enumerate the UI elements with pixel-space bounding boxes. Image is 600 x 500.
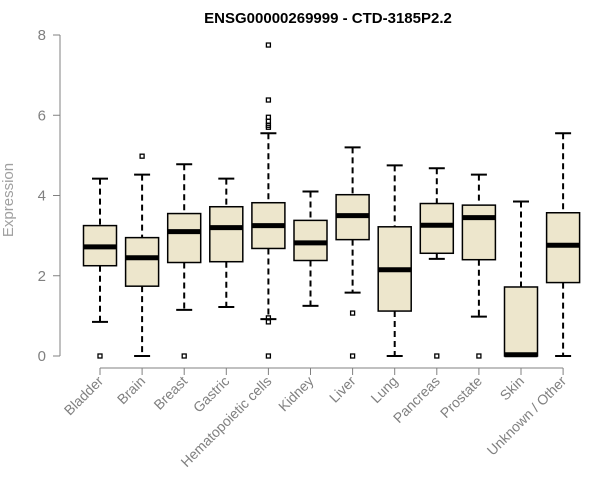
outlier-point <box>181 353 187 359</box>
outlier-point <box>349 310 356 316</box>
x-tick-label: Kidney <box>275 373 317 415</box>
outlier-point <box>97 353 103 359</box>
outlier-point <box>265 114 272 120</box>
x-tick-label: Unknown / Other <box>484 373 570 459</box>
box-gastric <box>209 177 244 309</box>
y-tick-label: 2 <box>38 268 46 285</box>
box-prostate <box>461 173 497 359</box>
outlier-point <box>265 353 272 359</box>
box-body <box>503 286 539 357</box>
box-body <box>461 204 497 261</box>
box-bladder <box>82 177 118 359</box>
box-kidney <box>293 190 328 307</box>
box-breast <box>166 163 202 359</box>
outlier-point <box>349 353 356 359</box>
box-body <box>166 212 202 264</box>
chart-title: ENSG00000269999 - CTD-3185P2.2 <box>204 10 452 27</box>
x-tick-label: Skin <box>497 373 528 404</box>
outlier-point <box>265 97 272 103</box>
x-tick-label: Liver <box>326 373 359 406</box>
box-body <box>209 205 244 263</box>
x-tick-label: Brain <box>114 373 148 407</box>
outlier-point <box>139 153 145 159</box>
box-brain <box>124 153 160 357</box>
outlier-point <box>434 353 440 359</box>
outlier-point <box>265 42 272 48</box>
x-tick-label: Breast <box>150 373 190 413</box>
x-tick-label: Lung <box>367 373 400 406</box>
y-tick-label: 8 <box>38 27 46 44</box>
box-unknown-other <box>545 132 581 357</box>
y-axis: 0 2 4 6 8 <box>38 27 61 365</box>
box-liver <box>335 146 370 359</box>
box-body <box>124 236 160 287</box>
outlier-point <box>476 353 482 359</box>
box-body <box>419 202 455 255</box>
x-tick-label: Pancreas <box>390 373 443 426</box>
box-lung <box>377 164 412 357</box>
outlier-point <box>265 315 272 321</box>
x-tick-label: Bladder <box>61 373 107 419</box>
y-tick-label: 6 <box>38 107 46 124</box>
x-tick-label: Prostate <box>437 373 485 421</box>
box-pancreas <box>419 167 455 359</box>
box-skin <box>503 200 539 358</box>
y-axis-title: Expression <box>0 163 17 237</box>
y-tick-label: 0 <box>38 348 46 365</box>
y-tick-label: 4 <box>38 188 46 205</box>
box-hematopoietic-cells <box>251 42 286 359</box>
box-series <box>82 42 581 359</box>
